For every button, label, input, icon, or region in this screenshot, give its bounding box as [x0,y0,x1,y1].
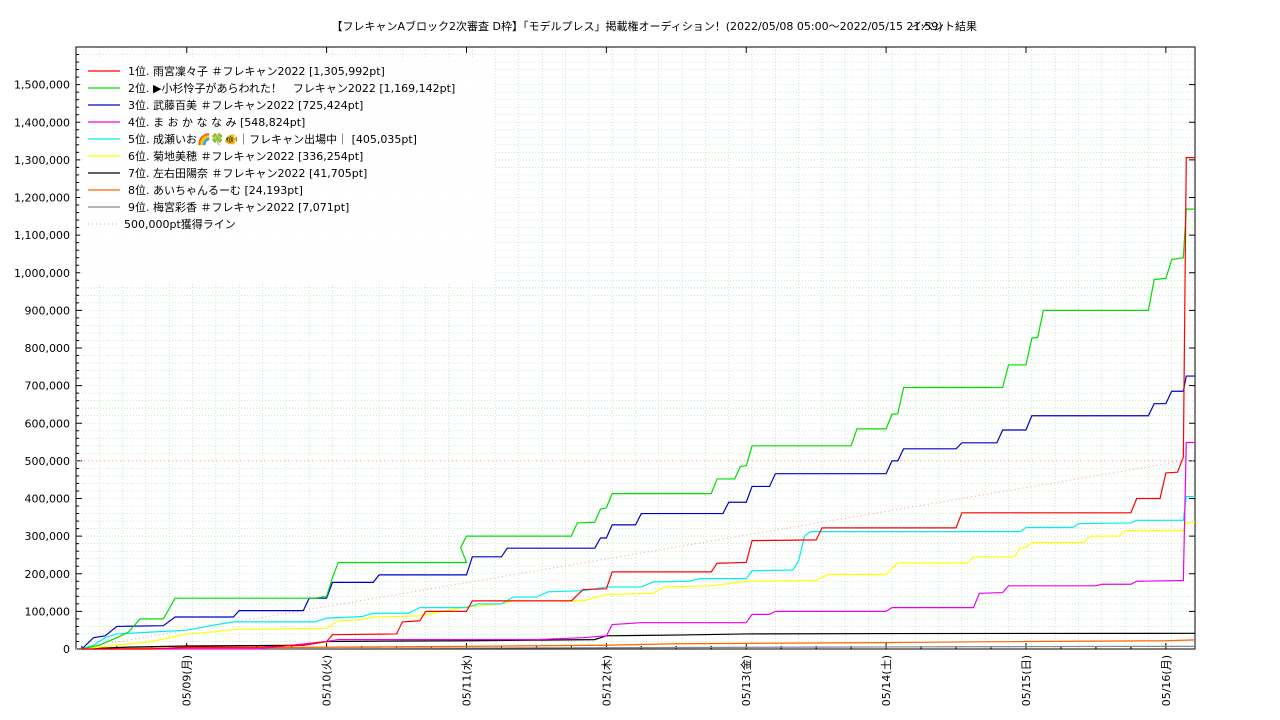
series-line-2 [81,208,1195,650]
y-tick-label: 900,000 [25,304,71,317]
series-line-5 [81,496,1195,650]
y-tick-label: 1,000,000 [14,267,70,280]
legend-label: 5位. 成瀬いお🌈🍀🐠｜フレキャン出場中｜ [405,035pt] [128,132,417,146]
x-tick-label: 05/16(月) [1160,655,1173,706]
legend-label: 2位. ▶小杉怜子があらわれた！ フレキャン2022 [1,169,142pt] [128,81,455,95]
legend-label: 3位. 武藤百美 ＃フレキャン2022 [725,424pt] [128,98,363,112]
y-tick-label: 800,000 [25,342,71,355]
chart-subtitle: イベント結果 [911,19,977,33]
y-tick-label: 1,400,000 [14,116,70,129]
x-tick-label: 05/13(金) [739,655,753,706]
y-tick-label: 1,200,000 [14,192,70,205]
axes: 0 100,000 200,000 300,000 400,000 500,000 600,… [14,46,1196,706]
legend-label: 9位. 梅宮彩香 ＃フレキャン2022 [7,071pt] [128,200,349,214]
legend: 1位. 雨宮凜々子 ＃フレキャン2022 [1,305,992pt] 2位. ▶小… [80,57,495,282]
y-tick-label: 700,000 [25,380,71,393]
chart-title: 【フレキャンAブロック2次審査 D枠】「モデルプレス」掲載権オーディション！(2… [332,19,943,33]
y-tick-label: 1,500,000 [14,79,70,92]
legend-label: 1位. 雨宮凜々子 ＃フレキャン2022 [1,305,992pt] [128,64,385,78]
x-tick-label: 05/11(水) [460,655,473,706]
y-tick-label: 400,000 [25,493,71,506]
series-layer [75,157,1196,650]
legend-label: 4位. ま お か な な み [548,824pt] [128,115,305,129]
x-tick-label: 05/14(土) [880,655,893,706]
series-line-1 [81,157,1195,650]
x-tick-label: 05/10(火) [321,655,334,706]
legend-label: 8位. あいちゃんるーむ [24,193pt] [128,183,303,197]
series-line-9 [81,645,1196,650]
y-tick-label: 0 [63,643,70,656]
x-tick-label: 05/09(月) [181,655,194,706]
y-tick-label: 500,000 [25,455,71,468]
series-line-6 [81,521,1195,650]
legend-label: 6位. 菊地美穂 ＃フレキャン2022 [336,254pt] [128,149,363,163]
y-tick-label: 200,000 [25,568,71,581]
y-tick-label: 1,100,000 [14,229,70,242]
legend-label-reference: 500,000pt獲得ライン [124,218,236,231]
y-tick-label: 300,000 [25,530,71,543]
legend-label: 7位. 左右田陽奈 ＃フレキャン2022 [41,705pt] [128,166,367,180]
x-tick-label: 05/12(木) [600,655,613,706]
series-line-3 [81,375,1195,650]
legend-background [80,57,495,282]
reference-line [75,460,1184,650]
x-tick-label: 05/15(日) [1020,655,1033,706]
series-line-4 [81,441,1195,650]
y-tick-label: 600,000 [25,417,71,430]
y-tick-label: 1,300,000 [14,154,70,167]
series-line-8 [81,639,1196,650]
y-tick-label: 100,000 [25,605,71,618]
